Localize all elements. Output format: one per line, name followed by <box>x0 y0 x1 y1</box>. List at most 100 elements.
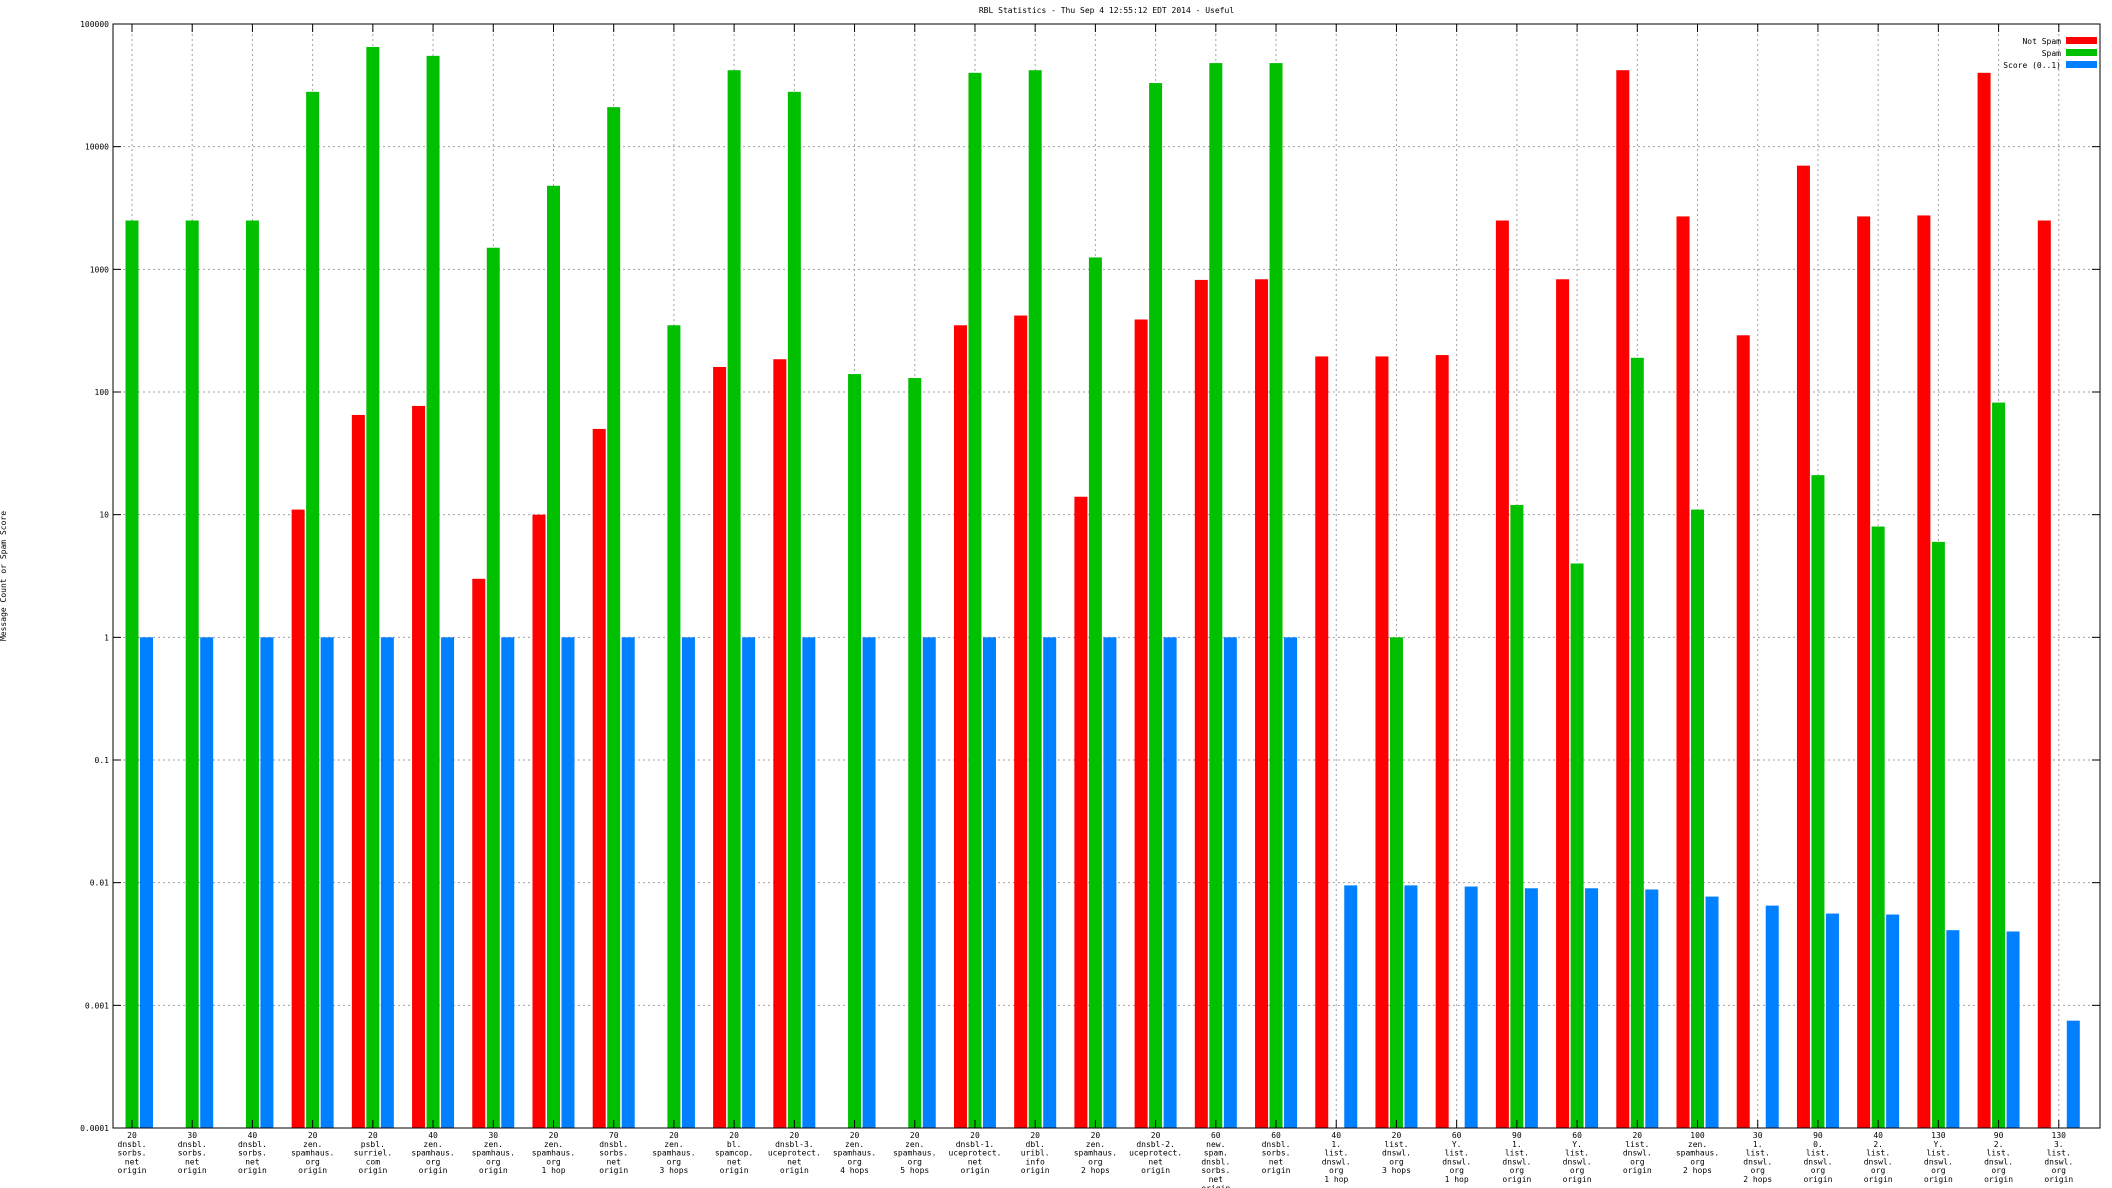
bar-not-spam <box>1375 356 1389 1128</box>
x-category-label-line: origin <box>780 1166 809 1175</box>
x-category-label-line: dnswl. <box>1563 1157 1592 1166</box>
x-category-label-line: 70 <box>609 1131 619 1140</box>
bar-not-spam <box>1074 496 1088 1128</box>
bar-spam <box>306 91 320 1128</box>
bar-spam <box>1691 509 1705 1128</box>
x-category-label-line: origin <box>1141 1166 1170 1175</box>
bar-not-spam <box>1616 70 1630 1129</box>
x-category-label-line: sorbs. <box>599 1149 628 1158</box>
x-category-label-line: 60 <box>1211 1131 1221 1140</box>
bar-spam <box>486 247 500 1129</box>
x-category-label-line: org <box>1871 1166 1886 1175</box>
x-category-label-line: 3. <box>2054 1140 2064 1149</box>
bar-not-spam <box>1917 215 1931 1129</box>
x-category-label: 20 dnsbl-3. uceprotect. net origin <box>768 1131 821 1175</box>
x-category-label-line: dnsbl-2. <box>1136 1140 1175 1149</box>
bar-score-0-1 <box>260 637 274 1128</box>
x-category-label-line: origin <box>599 1166 628 1175</box>
legend-label: Score (0..1) <box>2003 61 2061 70</box>
bar-score-0-1 <box>1585 888 1599 1128</box>
x-category-label-line: origin <box>720 1166 749 1175</box>
bar-spam <box>1209 63 1223 1128</box>
x-category-label-line: 20 <box>1151 1131 1161 1140</box>
y-tick-label: 0.01 <box>90 879 109 888</box>
bar-spam <box>667 325 681 1128</box>
x-category-label-line: dnswl. <box>1864 1157 1893 1166</box>
bar-spam <box>185 220 199 1129</box>
x-category-label-line: org <box>426 1157 441 1166</box>
x-category-label-line: list. <box>1625 1140 1649 1149</box>
y-tick-label: 0.0001 <box>80 1124 109 1133</box>
x-category-label-line: spamcop. <box>715 1149 754 1158</box>
bar-spam <box>1149 83 1163 1129</box>
bar-score-0-1 <box>742 637 756 1128</box>
x-category-label: 40 dnsbl. sorbs. net origin <box>238 1131 267 1175</box>
bar-spam <box>125 220 139 1129</box>
x-category-label-line: 40 <box>248 1131 258 1140</box>
x-category-label-line: org <box>305 1157 320 1166</box>
x-category-label-line: list. <box>1565 1149 1589 1158</box>
bar-score-0-1 <box>1705 896 1719 1128</box>
x-category-label: 20 dnsbl-2. uceprotect. net origin <box>1129 1131 1182 1175</box>
bar-not-spam <box>1194 279 1208 1128</box>
x-category-label-line: origin <box>1563 1175 1592 1184</box>
x-category-label-line: origin <box>1984 1175 2013 1184</box>
x-category-label: 100 zen. spamhaus. org 2 hops <box>1676 1131 1719 1175</box>
x-category-label-line: net <box>245 1157 260 1166</box>
x-category-label-line: 20 <box>669 1131 679 1140</box>
bar-score-0-1 <box>1886 914 1900 1128</box>
x-category-label-line: 2. <box>1873 1140 1883 1149</box>
bar-spam <box>848 374 862 1128</box>
x-category-label-line: 1 hop <box>1324 1175 1348 1184</box>
bar-not-spam <box>1315 356 1329 1128</box>
x-category-label-line: dnswl. <box>1623 1149 1652 1158</box>
x-category-label-line: 60 <box>1572 1131 1582 1140</box>
x-category-label: 20 psbl. surriel. com origin <box>354 1131 393 1175</box>
bar-score-0-1 <box>1223 637 1237 1128</box>
x-category-label-line: org <box>1088 1157 1103 1166</box>
x-category-label: 90 2. list. dnswl. org origin <box>1984 1131 2013 1184</box>
x-category-label-line: origin <box>238 1166 267 1175</box>
x-category-label-line: dnsbl-3. <box>775 1140 814 1149</box>
x-category-label-line: org <box>1449 1166 1464 1175</box>
x-category-label: 60 dnsbl. sorbs. net origin <box>1262 1131 1291 1175</box>
x-category-label: 20 list. dnswl. org origin <box>1623 1131 1652 1175</box>
x-category-label-line: org <box>1329 1166 1344 1175</box>
bar-score-0-1 <box>1524 888 1538 1128</box>
x-category-label-line: sorbs. <box>238 1149 267 1158</box>
x-category-label: 30 dnsbl. sorbs. net origin <box>178 1131 207 1175</box>
plot-border <box>112 23 2101 1129</box>
y-tick-label: 1000 <box>90 265 109 274</box>
x-category-label-line: 130 <box>1931 1131 1946 1140</box>
x-category-label-line: 60 <box>1452 1131 1462 1140</box>
bar-spam <box>727 70 741 1129</box>
x-category-label-line: zen. <box>1086 1140 1105 1149</box>
x-category-label-line: sorbs. <box>118 1149 147 1158</box>
bar-not-spam <box>1255 279 1269 1128</box>
bar-spam <box>1269 63 1283 1128</box>
bar-spam <box>1871 526 1885 1128</box>
x-category-label-line: dnswl. <box>1442 1157 1471 1166</box>
x-category-label-line: net <box>968 1157 983 1166</box>
bar-score-0-1 <box>982 637 996 1128</box>
x-category-label-line: com <box>366 1157 381 1166</box>
bar-score-0-1 <box>621 637 635 1128</box>
x-category-label-line: zen. <box>303 1140 322 1149</box>
bar-not-spam <box>1977 72 1991 1129</box>
bar-spam <box>1630 357 1644 1128</box>
y-tick-label: 100 <box>95 388 110 397</box>
bar-score-0-1 <box>1825 913 1839 1128</box>
bar-spam <box>968 72 982 1129</box>
bar-spam <box>366 46 380 1128</box>
x-category-label-line: 2 hops <box>1683 1166 1712 1175</box>
x-category-label-line: 60 <box>1271 1131 1281 1140</box>
x-category-label-line: spamhaus. <box>411 1149 454 1158</box>
bar-not-spam <box>472 578 486 1128</box>
x-category-label-line: origin <box>1623 1166 1652 1175</box>
x-category-label-line: dnsbl. <box>599 1140 628 1149</box>
bar-score-0-1 <box>802 637 816 1128</box>
x-category-label-line: net <box>606 1157 621 1166</box>
x-category-label-line: list. <box>1746 1149 1770 1158</box>
